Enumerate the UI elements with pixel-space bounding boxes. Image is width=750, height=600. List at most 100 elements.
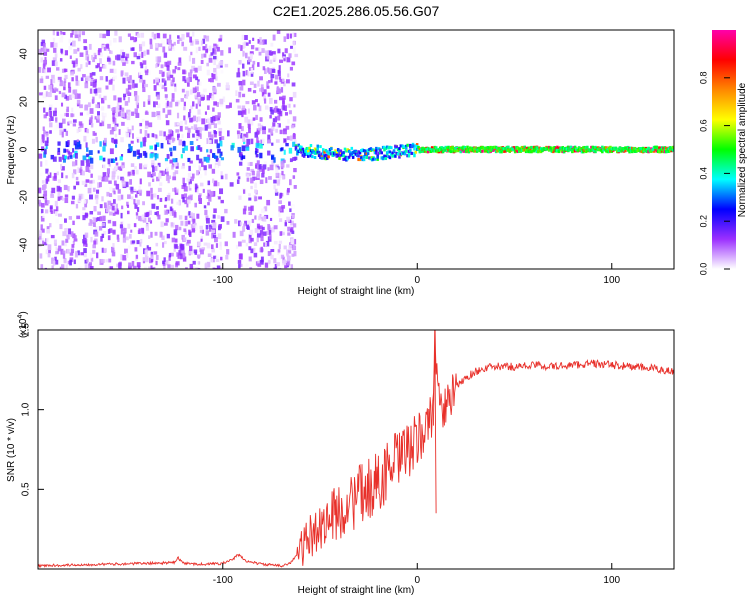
spectrogram-cell xyxy=(107,123,111,129)
spectrogram-cell xyxy=(291,214,295,219)
spectrogram-cell xyxy=(202,38,206,44)
spectrogram-cell xyxy=(288,53,292,58)
spectrogram-cell xyxy=(133,52,137,58)
spectrogram-cell xyxy=(383,148,386,152)
spectrogram-cell xyxy=(80,252,85,256)
spectrogram-cell xyxy=(54,117,58,122)
spectrogram-cell xyxy=(286,79,290,84)
spectrogram-cell xyxy=(267,80,271,84)
spectrogram-cell xyxy=(140,63,144,69)
spectrogram-cell xyxy=(206,156,210,163)
spectrogram-cell xyxy=(127,96,130,103)
spectrogram-cell xyxy=(641,146,645,150)
spectrogram-cell xyxy=(434,146,438,150)
spectrogram-cell xyxy=(237,134,240,139)
spectrogram-cell xyxy=(163,264,166,269)
spectrogram-cell xyxy=(241,108,246,114)
spectrogram-cell xyxy=(39,233,42,240)
spectrogram-cell xyxy=(149,153,154,159)
spectrogram-cell xyxy=(565,147,569,151)
spectrogram-cell xyxy=(192,163,197,168)
spectrogram-cell xyxy=(360,148,363,152)
spectrogram-cell xyxy=(282,175,285,180)
spectrogram-cell xyxy=(52,37,56,43)
spectrogram-cell xyxy=(601,145,604,149)
spectrogram-cell xyxy=(198,158,203,164)
spectrogram-cell xyxy=(245,52,248,59)
spectrogram-cell xyxy=(261,91,265,97)
spectrogram-cell xyxy=(254,196,258,202)
spectrogram-cell xyxy=(52,78,56,84)
spectrogram-cell xyxy=(164,160,168,166)
spectrogram-cell xyxy=(255,148,258,152)
spectrogram-cell xyxy=(241,34,245,41)
spectrogram-cell xyxy=(145,223,149,228)
spectrogram-cell xyxy=(347,155,351,159)
spectrogram-cell xyxy=(319,145,322,149)
spectrogram-cell xyxy=(250,67,253,74)
spectrogram-cell xyxy=(155,91,160,97)
spectrogram-cell xyxy=(443,147,446,151)
spectrogram-cell xyxy=(588,149,592,153)
spectrogram-cell xyxy=(270,249,275,253)
spectrogram-cell xyxy=(56,67,60,71)
spectrogram-cell xyxy=(218,224,222,229)
spectrogram-cell xyxy=(200,238,203,242)
spectrogram-cell xyxy=(197,145,201,151)
spectrogram-cell xyxy=(283,36,287,42)
spectrogram-cell xyxy=(189,160,193,164)
spectrogram-cell xyxy=(61,166,65,171)
spectrogram-cell xyxy=(497,149,501,153)
spectrogram-cell xyxy=(238,80,243,86)
spectrogram-cell xyxy=(538,146,541,150)
spectrogram-cell xyxy=(49,110,52,117)
spectrogram-cell xyxy=(219,153,222,158)
spectrogram-cell xyxy=(301,153,305,157)
spectrogram-cell xyxy=(80,77,84,82)
spectrogram-cell xyxy=(130,36,134,41)
spectrogram-cell xyxy=(115,210,120,215)
spectrogram-cell xyxy=(414,144,418,148)
spectrogram-cell xyxy=(263,98,267,104)
spectrogram-cell xyxy=(51,265,54,269)
spectrogram-cell xyxy=(76,99,81,105)
spectrogram-cell xyxy=(47,172,52,178)
snr-multiplier-open: (x10 xyxy=(18,318,29,338)
spectrogram-cell xyxy=(547,148,551,152)
spectrogram-cell xyxy=(602,148,605,152)
spectrogram-cell xyxy=(92,79,95,83)
spectrogram-cell xyxy=(84,202,88,208)
spectrogram-cell xyxy=(182,196,185,203)
spectrogram-cell xyxy=(379,148,382,152)
spectrogram-cell xyxy=(79,52,84,57)
spectrogram-cell xyxy=(211,229,216,234)
spectrogram-cell xyxy=(647,150,650,154)
spectrogram-cell xyxy=(235,90,238,97)
spectrogram-cell xyxy=(127,194,131,199)
spectrogram-cell xyxy=(258,196,262,200)
spectrogram-cell xyxy=(245,70,248,76)
spectrogram-cell xyxy=(328,151,332,155)
spectrogram-cell xyxy=(49,116,54,122)
spectrogram-cell xyxy=(164,80,167,86)
spectrogram-cell xyxy=(669,146,672,150)
spectrogram-cell xyxy=(167,140,171,144)
spectrogram-cell xyxy=(86,132,90,138)
spectrogram-cell xyxy=(288,110,292,115)
spectrogram-cell xyxy=(67,186,70,192)
spectrogram-cell xyxy=(464,149,468,153)
spectrogram-cell xyxy=(216,64,221,69)
spectrogram-cell xyxy=(417,145,420,149)
spectrogram-cell xyxy=(281,78,285,82)
spectrogram-cell xyxy=(253,83,257,88)
spectrogram-cell xyxy=(101,233,105,239)
spectrogram-cell xyxy=(639,149,642,153)
spectrogram-cell xyxy=(200,236,204,241)
snr-x-label: Height of straight line (km) xyxy=(298,585,415,596)
spectrogram-cell xyxy=(622,147,626,151)
spectrogram-cell xyxy=(184,230,187,235)
spectrogram-cell xyxy=(192,31,195,37)
spectrogram-cell xyxy=(77,47,80,52)
spectrogram-cell xyxy=(242,42,246,48)
spectrogram-cell xyxy=(293,185,297,189)
